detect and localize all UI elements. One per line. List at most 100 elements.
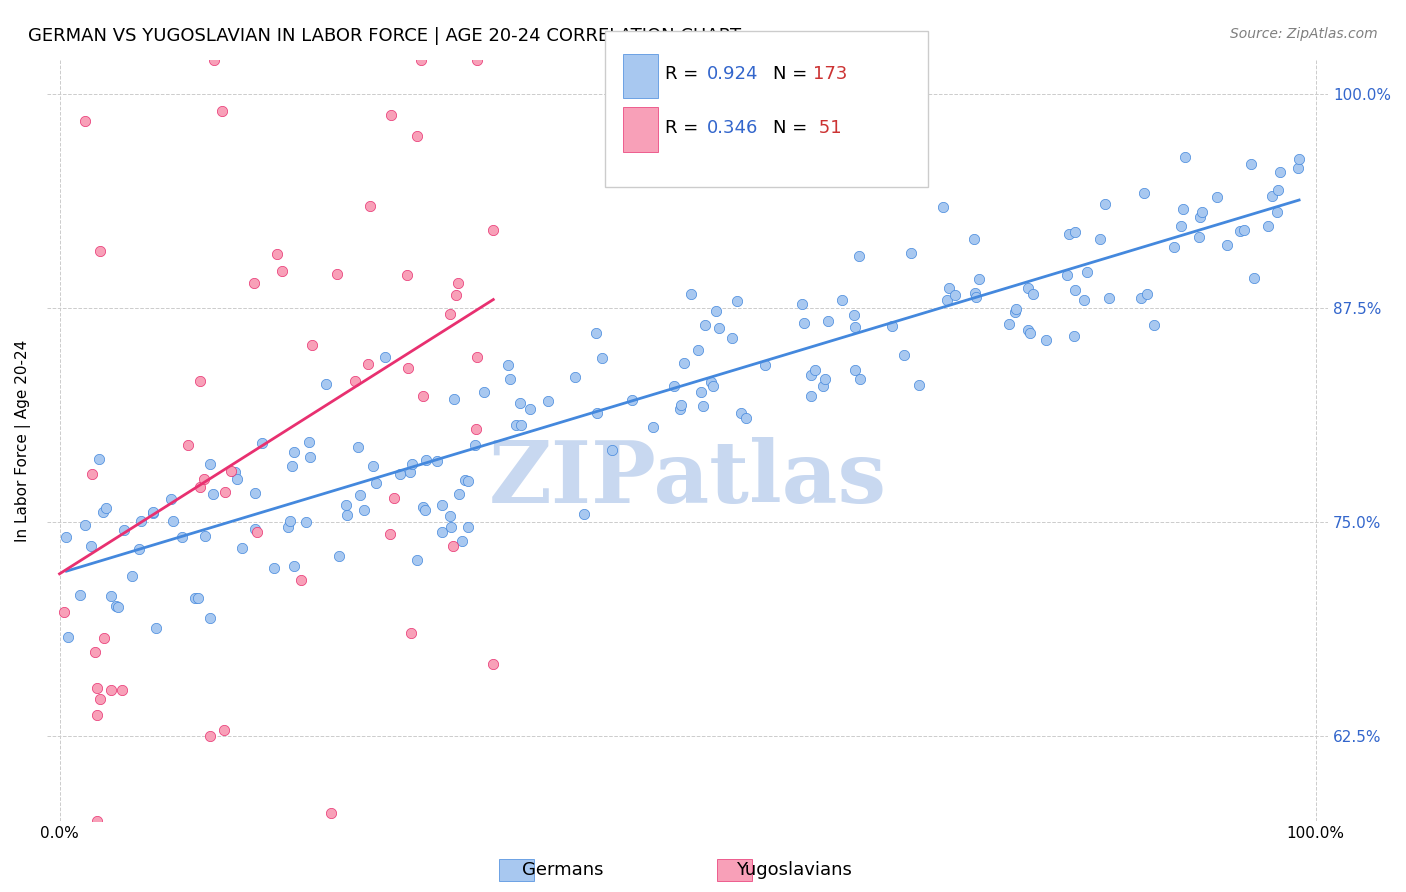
- Germans: [900, 246, 922, 260]
- Germans: [499, 372, 522, 386]
- Yugoslavians: [399, 626, 422, 640]
- Germans: [1132, 186, 1154, 201]
- Text: 51: 51: [813, 119, 841, 136]
- Yugoslavians: [111, 682, 134, 697]
- Germans: [353, 503, 375, 517]
- Germans: [1057, 227, 1080, 241]
- Yugoslavians: [465, 53, 488, 67]
- Germans: [1233, 223, 1256, 237]
- Yugoslavians: [412, 389, 434, 403]
- Germans: [1189, 211, 1212, 225]
- Yugoslavians: [53, 605, 76, 619]
- Germans: [349, 488, 371, 502]
- Yugoslavians: [214, 485, 236, 500]
- Germans: [335, 499, 357, 513]
- Text: 173: 173: [813, 65, 846, 83]
- Germans: [447, 487, 470, 501]
- Germans: [1173, 202, 1195, 216]
- Yugoslavians: [188, 480, 211, 494]
- Germans: [1090, 231, 1112, 245]
- Germans: [457, 475, 479, 489]
- Germans: [510, 418, 533, 433]
- Germans: [817, 314, 839, 328]
- Germans: [509, 396, 531, 410]
- Germans: [129, 514, 152, 528]
- Germans: [299, 450, 322, 464]
- Yugoslavians: [219, 464, 242, 478]
- Text: ZIPatlas: ZIPatlas: [488, 436, 887, 521]
- Germans: [702, 378, 724, 392]
- Yugoslavians: [359, 199, 381, 213]
- Text: R =: R =: [665, 119, 704, 136]
- Germans: [721, 331, 744, 345]
- Germans: [799, 368, 821, 383]
- Germans: [283, 559, 305, 574]
- Germans: [1257, 219, 1279, 234]
- Germans: [945, 287, 967, 301]
- Germans: [315, 376, 337, 391]
- Yugoslavians: [188, 374, 211, 388]
- Text: 0.346: 0.346: [707, 119, 759, 136]
- Germans: [1163, 240, 1185, 254]
- Germans: [585, 326, 607, 341]
- Germans: [811, 378, 834, 392]
- Germans: [105, 599, 128, 613]
- Germans: [1216, 237, 1239, 252]
- Germans: [1017, 323, 1039, 337]
- Yugoslavians: [73, 114, 96, 128]
- Germans: [908, 378, 931, 392]
- Germans: [430, 499, 453, 513]
- Germans: [91, 505, 114, 519]
- Yugoslavians: [86, 707, 108, 722]
- Germans: [194, 529, 217, 543]
- Germans: [401, 457, 423, 471]
- Germans: [688, 343, 710, 358]
- Germans: [1143, 318, 1166, 333]
- Germans: [224, 465, 246, 479]
- Germans: [1243, 270, 1265, 285]
- Germans: [842, 308, 865, 322]
- Germans: [374, 351, 396, 365]
- Germans: [1267, 205, 1289, 219]
- Germans: [564, 370, 586, 384]
- Germans: [1022, 287, 1045, 301]
- Germans: [1094, 196, 1116, 211]
- Germans: [159, 492, 181, 507]
- Germans: [1035, 333, 1057, 347]
- Germans: [735, 411, 758, 425]
- Yugoslavians: [405, 128, 427, 143]
- Yugoslavians: [301, 338, 323, 352]
- Germans: [278, 514, 301, 528]
- Germans: [263, 561, 285, 575]
- Yugoslavians: [482, 657, 505, 672]
- Germans: [1098, 291, 1121, 305]
- Germans: [931, 200, 953, 214]
- Germans: [75, 517, 97, 532]
- Yugoslavians: [395, 268, 418, 283]
- Germans: [198, 610, 221, 624]
- Germans: [1288, 152, 1310, 166]
- Germans: [250, 436, 273, 450]
- Germans: [277, 520, 299, 534]
- Germans: [1004, 305, 1026, 319]
- Germans: [1017, 281, 1039, 295]
- Germans: [184, 591, 207, 606]
- Germans: [364, 475, 387, 490]
- Germans: [790, 297, 813, 311]
- Germans: [621, 393, 644, 408]
- Germans: [464, 438, 486, 452]
- Germans: [585, 406, 607, 420]
- Germans: [107, 599, 129, 614]
- Yugoslavians: [409, 53, 432, 67]
- Y-axis label: In Labor Force | Age 20-24: In Labor Force | Age 20-24: [15, 339, 31, 541]
- Yugoslavians: [200, 729, 222, 743]
- Germans: [967, 272, 990, 286]
- Yugoslavians: [242, 276, 264, 290]
- Germans: [938, 280, 960, 294]
- Germans: [1018, 326, 1040, 340]
- Germans: [187, 591, 209, 605]
- Germans: [1076, 265, 1098, 279]
- Germans: [814, 371, 837, 385]
- Germans: [412, 500, 434, 514]
- Germans: [58, 631, 80, 645]
